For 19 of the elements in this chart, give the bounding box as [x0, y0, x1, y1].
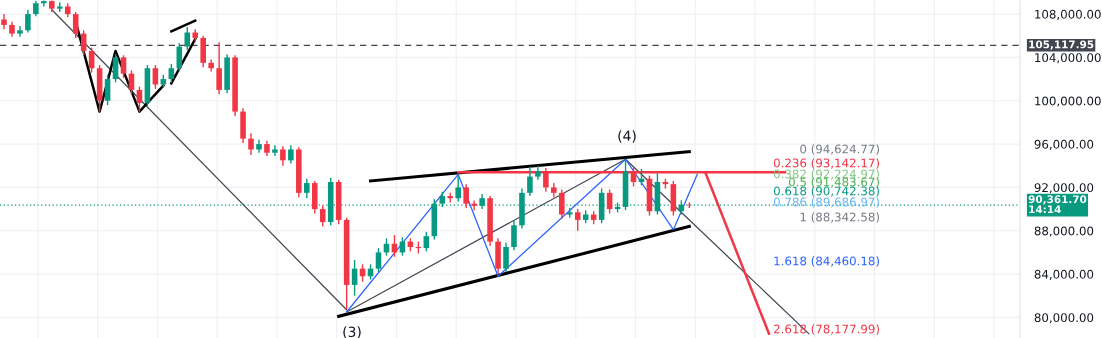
- annotation: 0.786 (89,686.97): [773, 197, 879, 208]
- annotation: 2.618 (78,177.99): [774, 324, 879, 335]
- y-tick-label: 80,000.00: [1034, 313, 1094, 324]
- annotation: 0.618 (90,742.38): [773, 186, 879, 197]
- y-tick-label: 88,000.00: [1034, 226, 1094, 237]
- annotation: 1 (88,342.58): [800, 212, 879, 223]
- annotation: 0 (94,624.77): [800, 144, 879, 155]
- y-tick-label: 108,000.00: [1035, 9, 1101, 20]
- y-tick-label: 100,000.00: [1035, 96, 1101, 107]
- y-tick-label: 84,000.00: [1034, 269, 1094, 280]
- annotation: (4): [618, 130, 636, 143]
- annotation: 0.236 (93,142.17): [773, 158, 879, 169]
- annotation: (3): [343, 326, 361, 338]
- ref-line-label: 90,361.70 14:14: [1028, 195, 1087, 214]
- y-tick-label: 92,000.00: [1034, 183, 1094, 194]
- ref-line-label: 105,117.95: [1029, 40, 1094, 50]
- annotation: 1.618 (84,460.18): [774, 256, 879, 267]
- y-tick-label: 96,000.00: [1034, 139, 1094, 150]
- y-tick-label: 104,000.00: [1035, 53, 1101, 64]
